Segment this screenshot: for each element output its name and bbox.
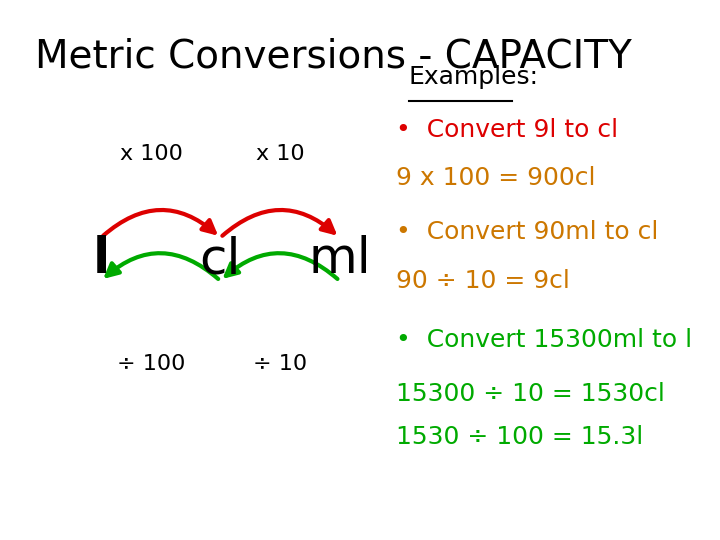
Text: •  Convert 9l to cl: • Convert 9l to cl [396,118,618,141]
Text: •  Convert 90ml to cl: • Convert 90ml to cl [396,220,658,244]
Text: x 100: x 100 [120,144,183,164]
Text: 1530 ÷ 100 = 15.3l: 1530 ÷ 100 = 15.3l [396,426,643,449]
Text: l: l [92,235,109,283]
Text: Metric Conversions - CAPACITY: Metric Conversions - CAPACITY [35,38,631,76]
Text: Examples:: Examples: [408,65,539,89]
Text: 90 ÷ 10 = 9cl: 90 ÷ 10 = 9cl [396,269,570,293]
FancyArrowPatch shape [226,253,338,279]
Text: 9 x 100 = 900cl: 9 x 100 = 900cl [396,166,595,190]
Text: ÷ 100: ÷ 100 [117,354,186,375]
FancyArrowPatch shape [103,210,215,236]
FancyArrowPatch shape [222,210,334,236]
FancyArrowPatch shape [107,253,218,279]
Text: x 10: x 10 [256,144,305,164]
Text: ÷ 10: ÷ 10 [253,354,307,375]
Text: •  Convert 15300ml to l: • Convert 15300ml to l [396,328,692,352]
Text: cl: cl [199,235,241,283]
Text: ml: ml [308,235,371,283]
Text: 15300 ÷ 10 = 1530cl: 15300 ÷ 10 = 1530cl [396,382,665,406]
